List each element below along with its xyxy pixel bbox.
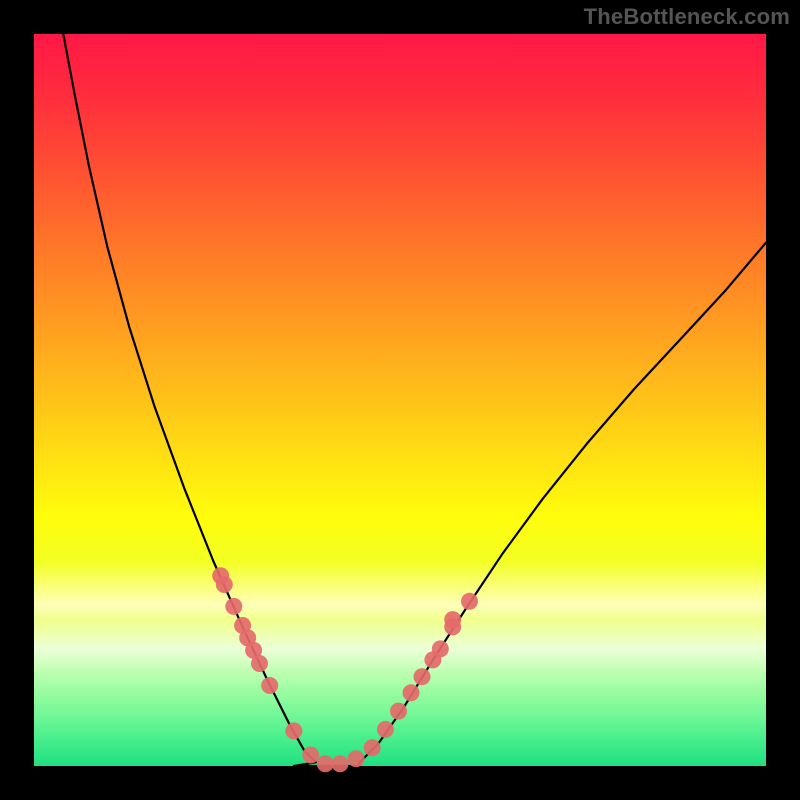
marker-right bbox=[364, 739, 381, 756]
marker-right bbox=[403, 684, 420, 701]
plot-area bbox=[34, 34, 766, 766]
marker-left bbox=[261, 677, 278, 694]
marker-vertex bbox=[317, 755, 334, 772]
marker-vertex bbox=[332, 755, 349, 772]
marker-left bbox=[216, 576, 233, 593]
marker-right bbox=[432, 640, 449, 657]
marker-left bbox=[225, 598, 242, 615]
marker-vertex bbox=[302, 747, 319, 764]
marker-right bbox=[461, 593, 478, 610]
marker-vertex bbox=[285, 722, 302, 739]
marker-right bbox=[414, 668, 431, 685]
watermark-text: TheBottleneck.com bbox=[584, 4, 790, 30]
marker-right bbox=[390, 703, 407, 720]
marker-right bbox=[377, 721, 394, 738]
marker-left bbox=[251, 655, 268, 672]
bottleneck-chart bbox=[0, 0, 800, 800]
marker-right bbox=[444, 611, 461, 628]
marker-vertex bbox=[348, 750, 365, 767]
